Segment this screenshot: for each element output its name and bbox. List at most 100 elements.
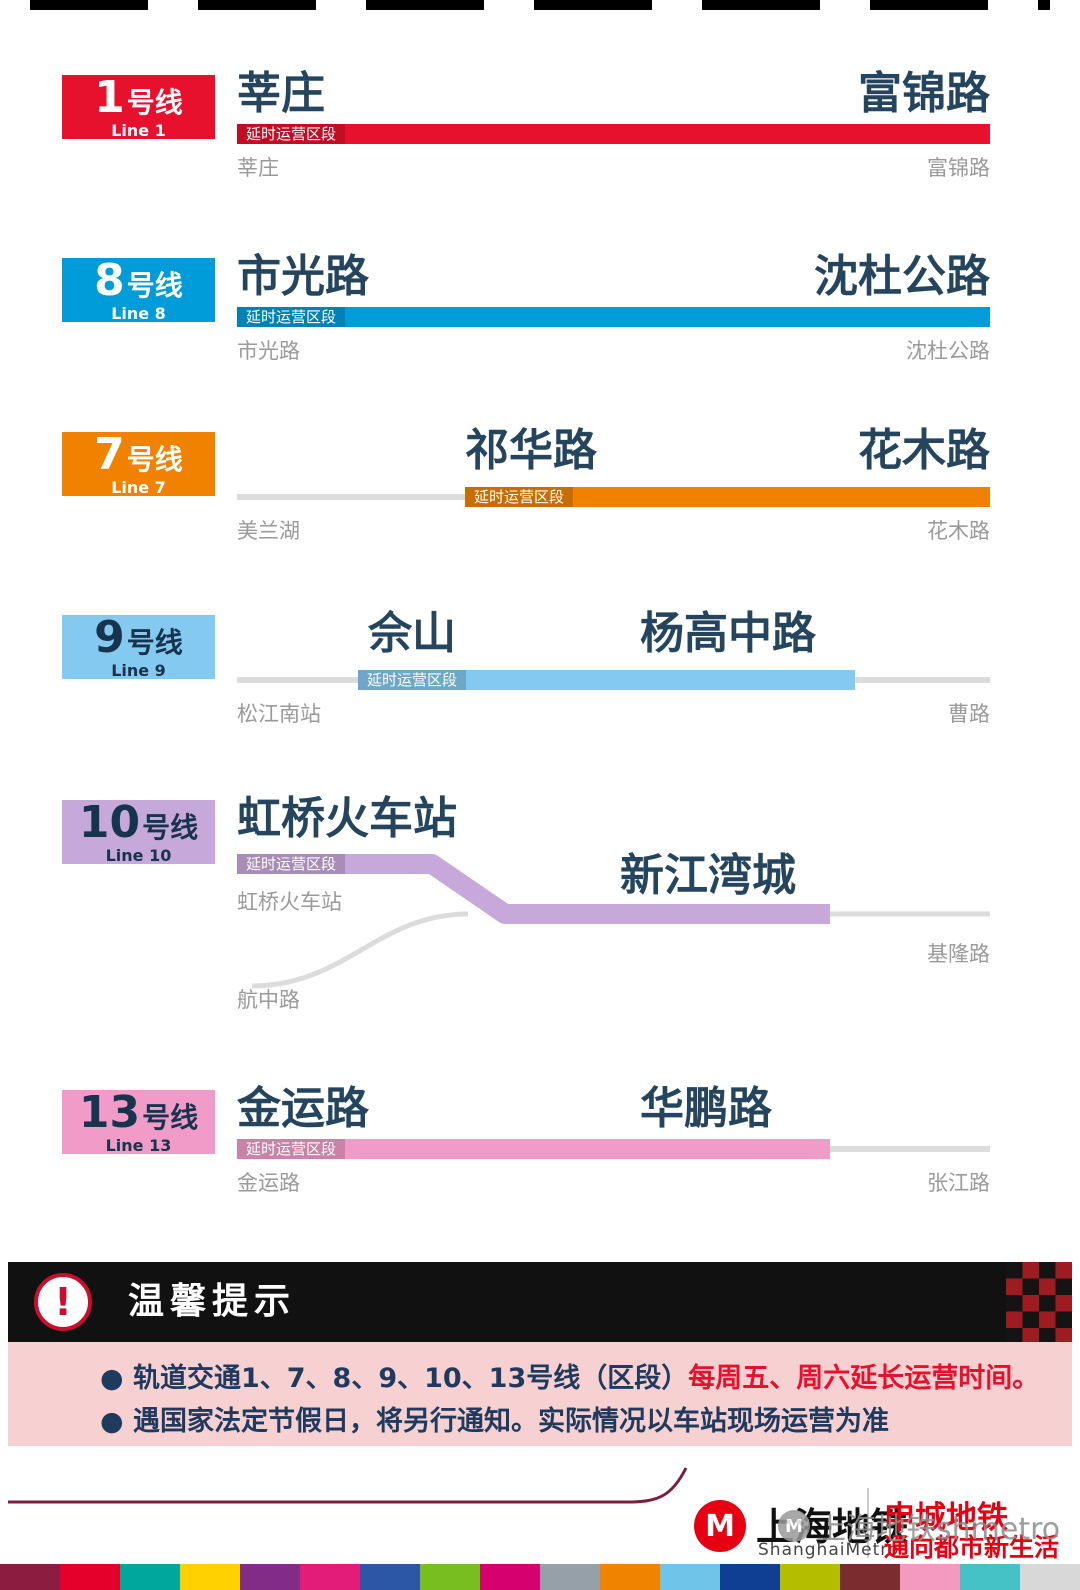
notice-bullet-1: ● 轨道交通1、7、8、9、10、13号线（区段）每周五、周六延长运营时间。 — [100, 1356, 1039, 1395]
line-en-label: Line 13 — [105, 1135, 172, 1155]
line-13-regular-section — [830, 1146, 990, 1152]
line-suffix: 号线 — [142, 1100, 199, 1134]
station-name: 金运路 — [237, 1083, 369, 1134]
line-10-badge: 10 号线 Line 10 — [62, 800, 215, 864]
station-name: 祁华路 — [465, 425, 597, 476]
line-10-branch-diagram — [237, 854, 990, 989]
line-number: 13 — [78, 1086, 141, 1138]
terminus-name: 虹桥火车站 — [237, 890, 342, 914]
checker-pattern-decoration — [1006, 1262, 1072, 1342]
line-10-segment-path — [237, 854, 830, 924]
line-suffix: 号线 — [126, 85, 183, 119]
line-en-label: Line 7 — [111, 477, 166, 497]
watermark-metro-icon: M — [778, 1510, 810, 1542]
stripe-segment — [1020, 1564, 1080, 1590]
notice-banner: ● 轨道交通1、7、8、9、10、13号线（区段）每周五、周六延长运营时间。 ●… — [8, 1342, 1072, 1446]
stripe-segment — [240, 1564, 300, 1590]
line-7-regular-section — [237, 494, 465, 500]
segment-label: 延时运营区段 — [358, 670, 467, 690]
line-8-badge: 8 号线 Line 8 — [62, 258, 215, 322]
line-9-regular-section — [237, 677, 358, 683]
station-name: 莘庄 — [237, 68, 325, 119]
line-13-segment-bar: 延时运营区段 — [237, 1139, 830, 1159]
terminus-name: 富锦路 — [927, 156, 990, 180]
notice-header-bar: ! 温馨提示 — [8, 1262, 1072, 1342]
station-name: 华鹏路 — [640, 1083, 772, 1134]
station-name: 虹桥火车站 — [237, 793, 457, 844]
station-name: 市光路 — [237, 251, 369, 302]
terminus-name: 花木路 — [927, 519, 990, 543]
shanghai-metro-logo-icon: M — [694, 1500, 746, 1552]
slogan-line-2: 通向都市新生活 — [884, 1533, 1060, 1562]
terminus-name: 沈杜公路 — [906, 339, 990, 363]
line-9-segment-bar: 延时运营区段 — [358, 670, 855, 690]
line-en-label: Line 10 — [105, 845, 172, 865]
terminus-name: 金运路 — [237, 1171, 300, 1195]
segment-label: 延时运营区段 — [237, 1139, 346, 1159]
terminus-name: 美兰湖 — [237, 519, 300, 543]
stripe-segment — [960, 1564, 1020, 1590]
stripe-segment — [0, 1564, 60, 1590]
footer-maroon-line — [8, 1467, 688, 1504]
terminus-name: 莘庄 — [237, 156, 279, 180]
stripe-segment — [720, 1564, 780, 1590]
stripe-segment — [840, 1564, 900, 1590]
stripe-segment — [540, 1564, 600, 1590]
segment-label: 延时运营区段 — [237, 307, 346, 327]
station-name: 佘山 — [368, 608, 456, 659]
terminus-name: 松江南站 — [237, 702, 321, 726]
line-7-badge-row: 7 号线 — [94, 428, 183, 480]
station-name: 花木路 — [858, 425, 990, 476]
line-number: 10 — [78, 796, 141, 848]
segment-label-holder: 延时运营区段 — [237, 854, 346, 874]
segment-label: 延时运营区段 — [237, 124, 346, 144]
terminus-name: 曹路 — [948, 702, 990, 726]
line-suffix: 号线 — [126, 442, 183, 476]
slogan-line-1: 申城地铁 — [884, 1500, 1008, 1536]
stripe-segment — [120, 1564, 180, 1590]
terminus-name: 基隆路 — [927, 942, 990, 966]
segment-label: 延时运营区段 — [237, 854, 346, 874]
stripe-segment — [660, 1564, 720, 1590]
line-1-badge-row: 1 号线 — [94, 71, 183, 123]
line-number: 9 — [94, 611, 125, 663]
line-8-badge-row: 8 号线 — [94, 254, 183, 306]
line-9-regular-section — [855, 677, 990, 683]
notice-bullet-1-text: ● 轨道交通1、7、8、9、10、13号线（区段） — [100, 1363, 689, 1394]
line-13-badge: 13 号线 Line 13 — [62, 1090, 215, 1154]
stripe-segment — [360, 1564, 420, 1590]
line-suffix: 号线 — [126, 268, 183, 302]
logo-english-text: ShanghaiMetro — [758, 1540, 900, 1560]
top-crop-marks — [30, 0, 1050, 10]
stripe-segment — [420, 1564, 480, 1590]
line-suffix: 号线 — [142, 810, 199, 844]
line-9-badge-row: 9 号线 — [94, 611, 183, 663]
stripe-segment — [600, 1564, 660, 1590]
line-number: 7 — [94, 428, 125, 480]
exclamation-icon: ! — [34, 1273, 92, 1331]
line-number: 8 — [94, 254, 125, 306]
line-8-segment-bar: 延时运营区段 — [237, 307, 990, 327]
notice-bullet-2: ● 遇国家法定节假日，将另行通知。实际情况以车站现场运营为准 — [100, 1406, 889, 1437]
stripe-segment — [60, 1564, 120, 1590]
station-name: 富锦路 — [858, 68, 990, 119]
branch-station-name: 航中路 — [237, 988, 300, 1012]
line-1-segment-bar: 延时运营区段 — [237, 124, 990, 144]
line-number: 1 — [94, 71, 125, 123]
line-suffix: 号线 — [126, 625, 183, 659]
line-en-label: Line 8 — [111, 303, 166, 323]
station-name: 杨高中路 — [640, 608, 816, 659]
segment-label: 延时运营区段 — [465, 487, 574, 507]
line-9-badge: 9 号线 Line 9 — [62, 615, 215, 679]
line-10-badge-row: 10 号线 — [78, 796, 199, 848]
line-en-label: Line 9 — [111, 660, 166, 680]
terminus-name: 张江路 — [927, 1171, 990, 1195]
stripe-segment — [300, 1564, 360, 1590]
stripe-segment — [180, 1564, 240, 1590]
notice-bullet-1-highlight: 每周五、周六延长运营时间。 — [688, 1363, 1040, 1394]
terminus-name: 市光路 — [237, 339, 300, 363]
line-1-badge: 1 号线 Line 1 — [62, 75, 215, 139]
watermark: M 上海地铁shmetro — [778, 1504, 1060, 1548]
line-7-segment-bar: 延时运营区段 — [465, 487, 990, 507]
